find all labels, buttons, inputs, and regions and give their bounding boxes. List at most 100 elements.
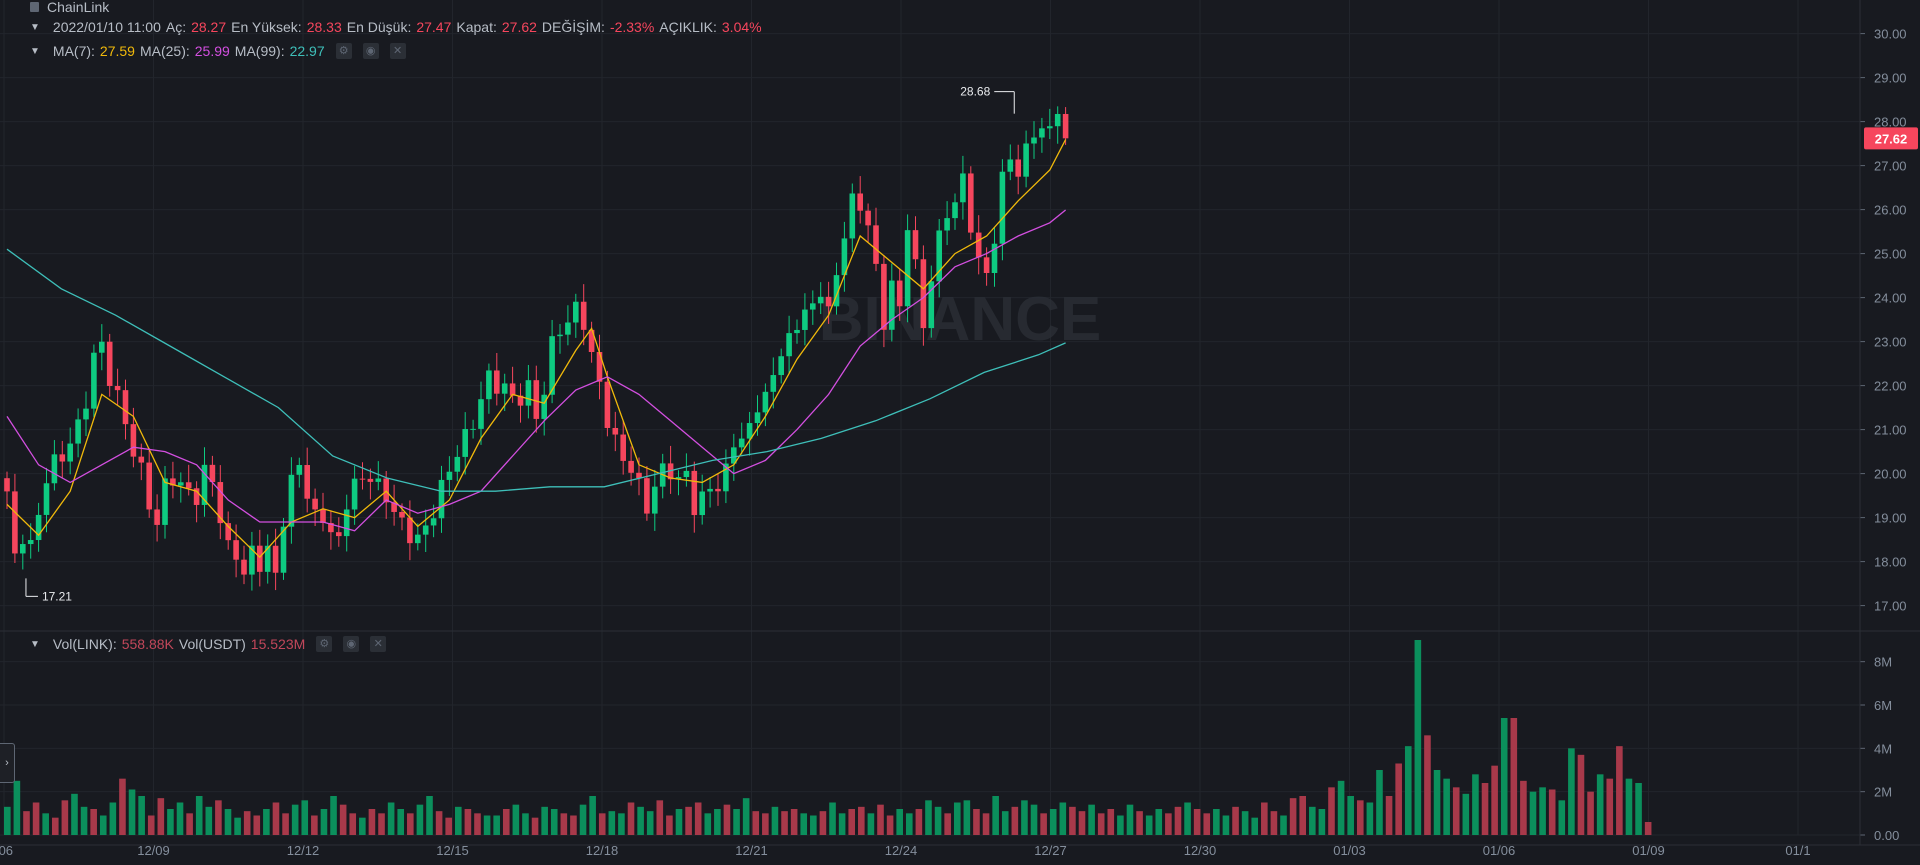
candle-down [138, 456, 145, 463]
volume-bar [99, 815, 107, 835]
volume-bar [550, 809, 558, 835]
change-value: -2.33% [609, 19, 655, 35]
volume-bar [1424, 735, 1431, 835]
low-label: En Düşük: [346, 19, 412, 35]
candle-up [770, 375, 777, 392]
time-tick-label: 01/09 [1632, 843, 1665, 858]
candle-down [715, 488, 721, 492]
price-tick-label: 17.00 [1874, 599, 1907, 614]
symbol-name: ChainLink [47, 0, 110, 15]
candle-up [817, 296, 824, 304]
time-tick-label: /06 [0, 843, 13, 858]
candle-up [810, 303, 816, 310]
candle-up [928, 281, 935, 329]
volume-bar [90, 809, 97, 835]
volume-bar [1222, 815, 1230, 835]
vol-settings-icon[interactable]: ⚙ [316, 636, 333, 652]
candle-down [1062, 113, 1069, 139]
volume-bar [1213, 809, 1220, 835]
volume-bar [627, 802, 635, 835]
candle-up [683, 470, 690, 478]
candle-up [731, 447, 737, 464]
candle-down [644, 478, 650, 514]
ma-hide-icon[interactable]: ◉ [362, 43, 379, 59]
volume-bar [1174, 806, 1182, 835]
candle-up [549, 336, 555, 395]
candle-down [170, 478, 176, 486]
volume-bar [1587, 791, 1594, 835]
volume-bar [1337, 780, 1345, 835]
volume-bar [1280, 815, 1287, 835]
candle-down [628, 460, 634, 473]
volume-bar [349, 813, 357, 835]
time-tick-label: 12/15 [436, 843, 469, 858]
ma99-line [6, 248, 1066, 492]
volume-bar [1414, 640, 1422, 835]
candle-down [304, 465, 310, 499]
high-label: En Yüksek: [231, 19, 302, 35]
vol-close-icon[interactable]: ✕ [370, 636, 387, 652]
candle-down [873, 225, 879, 264]
ma25-line [6, 209, 1067, 532]
candle-down [667, 463, 674, 480]
volume-bar [167, 809, 174, 835]
price-tick-label: 22.00 [1874, 379, 1907, 394]
volume-bar [1155, 809, 1163, 835]
candle-up [723, 463, 729, 492]
change-label: DEĞİŞİM: [541, 19, 605, 35]
price-tick-label: 30.00 [1874, 27, 1907, 42]
time-tick-label: 12/24 [885, 843, 918, 858]
time-tick-label: 12/30 [1184, 843, 1217, 858]
volume-bar [570, 815, 577, 835]
candle-up [699, 491, 705, 516]
ma-close-icon[interactable]: ✕ [389, 43, 406, 59]
volume-bar [1491, 765, 1498, 835]
moving-averages [6, 139, 1067, 559]
ma-settings-icon[interactable]: ⚙ [335, 43, 352, 59]
candle-up [162, 478, 168, 525]
volume-bar [1097, 813, 1105, 835]
collapse-caret-icon[interactable]: ▼ [30, 21, 40, 33]
vol-hide-icon[interactable]: ◉ [343, 636, 360, 652]
time-tick-label: 01/03 [1333, 843, 1366, 858]
candle-down [241, 559, 247, 575]
volume-bar [176, 802, 184, 835]
vol-collapse-caret-icon[interactable]: ▼ [30, 638, 40, 650]
volume-bar [1299, 796, 1307, 835]
candle-up [51, 454, 58, 484]
candle-up [99, 341, 105, 353]
volume-bar [1049, 809, 1057, 835]
volume-bar [1548, 789, 1556, 835]
volume-bar [560, 813, 568, 835]
volume-bar [483, 815, 491, 835]
volume-bar [416, 804, 424, 835]
candle-down [320, 509, 326, 523]
volume-bar [1011, 806, 1019, 835]
candle-down [233, 540, 239, 560]
volume-bar [1328, 787, 1335, 835]
volume-bar [1289, 798, 1297, 835]
ma99-label: MA(99): [234, 43, 285, 59]
volume-bar [387, 802, 395, 835]
volume-bar [1165, 813, 1172, 835]
candle-up [351, 478, 358, 510]
volume-bar [1596, 774, 1604, 835]
volume-bar [243, 811, 251, 835]
candle-up [833, 275, 840, 307]
ma-collapse-caret-icon[interactable]: ▼ [30, 45, 40, 57]
low-marker-label: 17.21 [42, 589, 72, 603]
vol-link-label: Vol(LINK): [52, 636, 117, 652]
candle-up [422, 525, 429, 535]
volume-bar [598, 813, 606, 835]
volume-bar [263, 809, 270, 835]
volume-bar [454, 806, 462, 835]
high-value: 28.33 [306, 19, 342, 35]
volume-bar [109, 802, 117, 835]
candle-up [541, 394, 547, 419]
volume-bar [944, 813, 951, 835]
expand-panel-button[interactable]: › [0, 743, 15, 783]
volume-bar [1059, 802, 1067, 835]
volume-tick-label: 8M [1874, 655, 1892, 670]
candle-up [841, 238, 848, 276]
